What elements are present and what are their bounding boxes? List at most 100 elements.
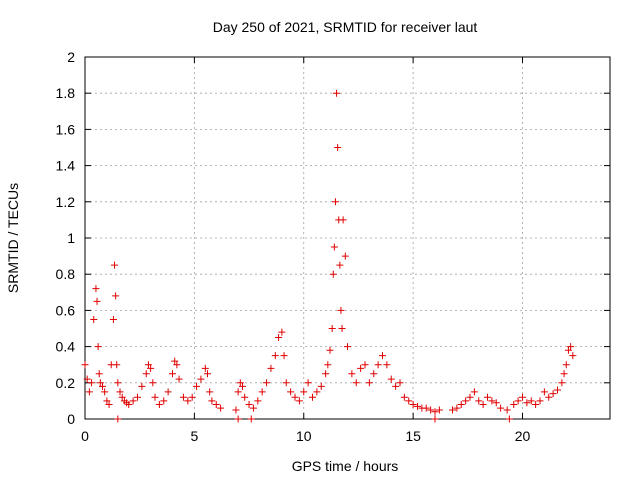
data-point [532,401,540,409]
data-point [129,397,137,405]
x-tick-label: 15 [405,428,421,444]
data-point [92,285,100,293]
data-point [271,352,279,360]
data-point [357,364,365,372]
data-point [379,352,386,360]
data-point [278,328,286,336]
data-point [291,393,299,401]
data-point [338,325,346,332]
data-point [118,393,126,401]
y-tick-label: 2 [67,49,75,65]
data-point [466,393,474,401]
data-point [322,370,330,378]
data-point [497,404,505,412]
data-point [549,390,557,398]
data-point [81,361,89,369]
data-point [330,243,338,251]
data-point [562,361,570,369]
data-point [540,388,548,396]
data-point [488,397,496,405]
data-point [282,379,290,387]
data-point [514,397,522,405]
axis-ticks [84,56,610,420]
y-tick-label: 0.6 [56,302,76,318]
data-point [275,334,283,342]
data-point [374,361,382,369]
data-point [112,292,120,300]
data-point [155,401,163,409]
x-tick-label: 5 [190,428,198,444]
data-point [114,379,122,387]
data-point [344,343,351,351]
data-point [188,393,196,401]
data-point [400,393,408,401]
data-point [93,297,101,305]
y-tick-label: 1.6 [56,121,76,137]
data-point [392,382,400,390]
tick-labels: 00.20.40.60.811.21.41.61.820 5 10 15 20 [56,49,531,444]
data-point [169,370,176,378]
data-point [339,216,347,224]
data-point [173,361,181,369]
data-point [470,388,478,396]
data-point [409,401,417,409]
y-tick-label: 1.2 [56,194,76,210]
y-tick-label: 1 [67,230,75,246]
data-point [536,397,544,405]
data-point [111,261,119,269]
data-point [94,343,102,351]
data-point [370,370,378,378]
data-point [249,404,257,412]
data-point [258,388,266,396]
data-point [184,397,192,405]
data-point [431,415,439,423]
data-point [101,388,109,396]
data-point [201,364,209,372]
data-point [457,401,465,409]
data-point [453,404,461,412]
data-point [241,393,249,401]
y-tick-label: 1.8 [56,85,76,101]
data-point [88,379,96,387]
data-point [267,364,275,372]
data-point [545,393,553,401]
data-point [337,306,345,314]
y-tick-label: 0 [67,411,75,427]
data-point [484,393,491,401]
data-point [341,252,349,260]
data-point [245,401,253,409]
data-point [295,397,303,405]
data-point [217,404,225,412]
data-point [336,261,344,269]
data-point [300,388,308,396]
data-point [109,315,117,323]
data-point [365,379,373,387]
data-point [317,382,325,390]
data-point [234,388,242,396]
data-point [523,399,531,407]
data-point [505,415,513,423]
data-point [331,198,339,206]
data-point [492,399,500,407]
data-point [113,361,121,369]
data-point [503,406,511,414]
data-point [334,144,342,151]
data-point [569,352,577,360]
data-point [197,375,205,383]
data-point [287,388,295,396]
data-point [193,382,201,390]
data-point [329,270,337,278]
x-tick-label: 0 [81,428,89,444]
data-point [179,393,187,401]
y-tick-label: 0.2 [56,375,76,391]
data-point [280,352,288,360]
data-point [236,379,244,387]
data-point [383,361,391,369]
y-tick-label: 0.8 [56,266,76,282]
x-tick-label: 20 [515,428,531,444]
data-point [427,406,435,414]
data-point [234,415,242,423]
data-point [103,397,111,405]
data-point [519,393,526,401]
data-point [333,89,341,97]
